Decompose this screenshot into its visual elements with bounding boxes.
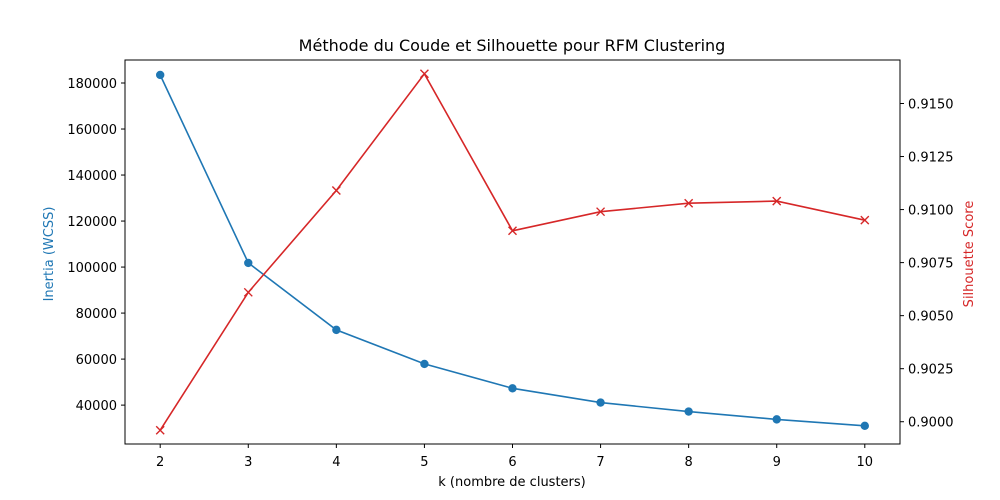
x-tick-label: 2 [156,455,164,470]
silhouette-point [508,226,517,236]
silhouette-point [419,69,429,79]
marker-stroke [419,69,429,79]
x-tick-label: 4 [332,455,340,470]
y-left-tick-label: 60000 [76,353,117,368]
silhouette-point [772,196,782,206]
marker-stroke [331,185,341,195]
y-right-tick-label: 0.9000 [908,416,954,431]
silhouette-point [860,215,870,225]
y-left-axis-label: Inertia (WCSS) [42,207,57,302]
series-group [155,69,870,435]
y-right-tick-label: 0.9075 [908,257,954,272]
silhouette-point [684,198,694,208]
inertia-point [244,258,253,268]
inertia-point [420,359,429,369]
marker-stroke [243,287,253,297]
x-tick-label: 6 [508,455,516,470]
x-tick-label: 5 [420,455,428,470]
y-left-tick-label: 80000 [76,307,117,322]
x-tick-label: 3 [244,455,252,470]
x-tick-label: 10 [857,455,874,470]
inertia-point [860,421,869,431]
silhouette-point [596,207,606,217]
marker-stroke [684,198,694,208]
marker-stroke [155,425,165,435]
y-right-tick-label: 0.9150 [908,97,954,112]
inertia-point [596,398,605,407]
plot-frame [124,59,901,445]
y-left-tick-label: 140000 [67,169,117,184]
inertia-point [684,407,693,416]
chart-title: Méthode du Coude et Silhouette pour RFM … [299,36,726,55]
silhouette-point [331,185,341,195]
inertia-point [772,415,781,424]
y-left-tick-label: 40000 [76,399,117,414]
x-tick-label: 9 [773,455,781,470]
inertia-point [332,325,341,335]
y-right-tick-label: 0.9050 [908,310,954,325]
x-tick-label: 7 [596,455,604,470]
y-right-tick-label: 0.9125 [908,151,954,166]
silhouette-point [155,425,165,435]
marker-stroke [596,207,606,217]
inertia-point [156,70,165,80]
y-right-tick-label: 0.9100 [908,204,954,219]
x-axis-label: k (nombre de clusters) [438,475,585,490]
x-tick-label: 8 [685,455,693,470]
inertia-point [508,384,517,393]
y-right-tick-label: 0.9025 [908,363,954,378]
y-left-tick-label: 100000 [67,261,117,276]
marker-stroke [772,196,782,206]
y-left-tick-label: 180000 [67,77,117,92]
silhouette-point [243,287,253,297]
marker-stroke [860,215,870,225]
y-left-tick-label: 160000 [67,123,117,138]
marker-stroke [508,226,517,236]
y-left-tick-label: 120000 [67,215,117,230]
axes-group: 2 3 4 5 6 7 8 9 10 40000 60000 80000 100000 120000 140… [67,77,953,470]
y-right-axis-label: Silhouette Score [962,201,977,308]
